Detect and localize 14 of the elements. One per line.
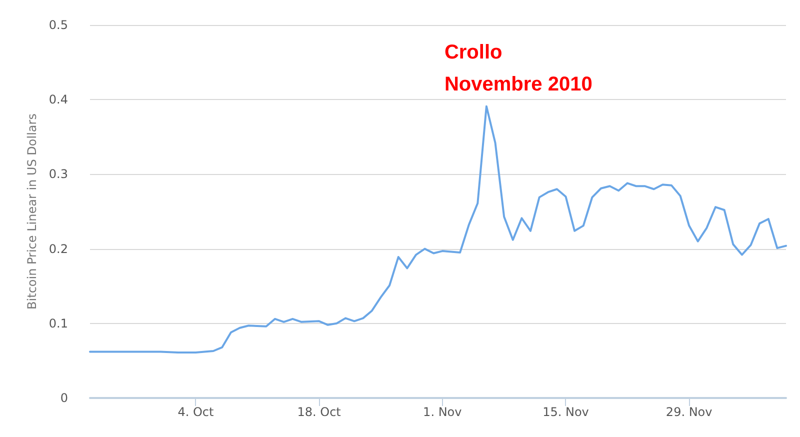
y-tick-label: 0.4 <box>48 92 68 107</box>
x-tick-label: 18. Oct <box>297 405 342 419</box>
line-series <box>89 105 787 354</box>
y-tick-label: 0.5 <box>48 18 68 32</box>
y-tick-label: 0.3 <box>48 167 68 182</box>
y-tick-label: 0.2 <box>48 242 68 256</box>
x-tick-label: 15. Nov <box>542 405 589 419</box>
y-tick-label: 0.1 <box>48 316 68 330</box>
y-axis-title: Bitcoin Price Linear in US Dollars <box>25 114 40 310</box>
x-tick-label: 29. Nov <box>666 405 712 419</box>
x-tick-label: 1. Nov <box>423 405 462 419</box>
y-tick-label: 0 <box>60 391 68 405</box>
annotation: Crollo Novembre 2010 <box>444 41 592 96</box>
x-tick-label: 4. Oct <box>178 405 214 419</box>
